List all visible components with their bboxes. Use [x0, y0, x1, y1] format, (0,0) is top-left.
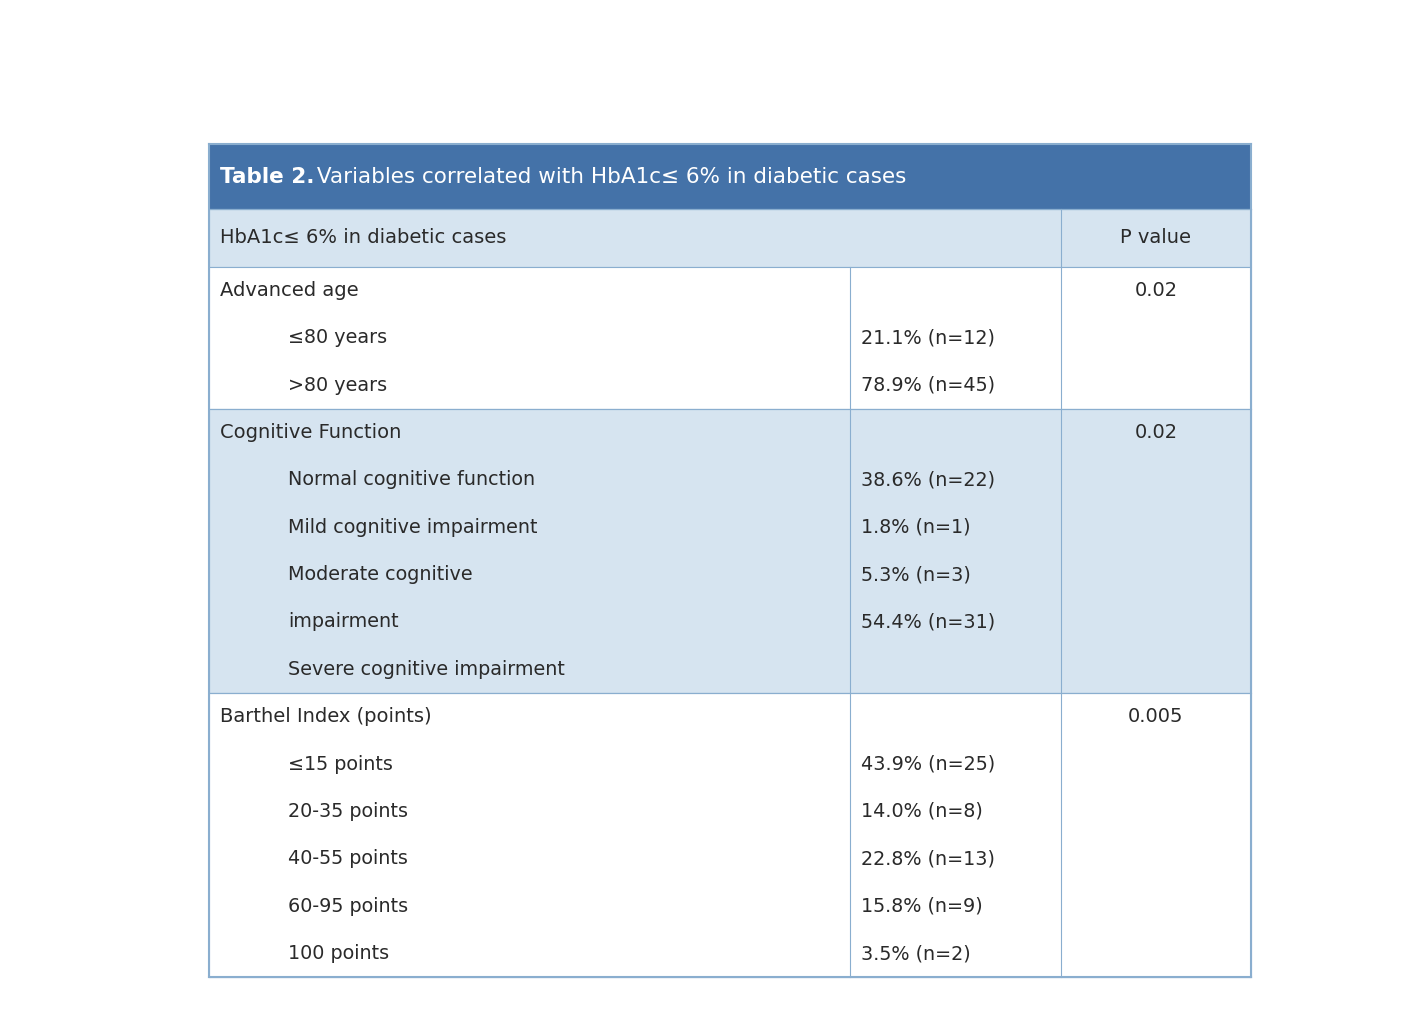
Text: 0.02: 0.02	[1135, 423, 1178, 442]
Text: Cognitive Function: Cognitive Function	[219, 423, 402, 442]
Text: 43.9% (n=25): 43.9% (n=25)	[860, 755, 995, 773]
Bar	[209, 267, 1250, 408]
Text: 5.3% (n=3): 5.3% (n=3)	[860, 565, 971, 584]
Text: >80 years: >80 years	[288, 375, 387, 395]
Text: 14.0% (n=8): 14.0% (n=8)	[860, 802, 983, 821]
Text: 100 points: 100 points	[288, 944, 390, 963]
Text: ≤15 points: ≤15 points	[288, 755, 393, 773]
Bar	[209, 209, 1250, 267]
Bar	[209, 693, 1250, 977]
Text: 21.1% (n=12): 21.1% (n=12)	[860, 328, 994, 347]
Text: Severe cognitive impairment: Severe cognitive impairment	[288, 660, 565, 678]
Text: Mild cognitive impairment: Mild cognitive impairment	[288, 518, 538, 537]
Bar	[209, 144, 1250, 209]
Text: 15.8% (n=9): 15.8% (n=9)	[860, 896, 983, 916]
Text: 40-55 points: 40-55 points	[288, 849, 409, 869]
Text: Moderate cognitive: Moderate cognitive	[288, 565, 473, 584]
Text: P value: P value	[1121, 229, 1192, 247]
Text: 0.02: 0.02	[1135, 281, 1178, 300]
Text: HbA1c≤ 6% in diabetic cases: HbA1c≤ 6% in diabetic cases	[219, 229, 507, 247]
Text: 60-95 points: 60-95 points	[288, 896, 409, 916]
Text: impairment: impairment	[288, 612, 399, 632]
Text: 20-35 points: 20-35 points	[288, 802, 409, 821]
Text: 78.9% (n=45): 78.9% (n=45)	[860, 375, 995, 395]
Text: 54.4% (n=31): 54.4% (n=31)	[860, 612, 995, 632]
Bar	[209, 408, 1250, 693]
Text: 1.8% (n=1): 1.8% (n=1)	[860, 518, 970, 537]
Text: 22.8% (n=13): 22.8% (n=13)	[860, 849, 994, 869]
Text: Normal cognitive function: Normal cognitive function	[288, 470, 535, 489]
Text: 3.5% (n=2): 3.5% (n=2)	[860, 944, 970, 963]
Text: ≤80 years: ≤80 years	[288, 328, 387, 347]
Text: 0.005: 0.005	[1128, 707, 1183, 726]
Text: 38.6% (n=22): 38.6% (n=22)	[860, 470, 995, 489]
Text: Barthel Index (points): Barthel Index (points)	[219, 707, 431, 726]
Text: Advanced age: Advanced age	[219, 281, 359, 300]
Text: Variables correlated with HbA1c≤ 6% in diabetic cases: Variables correlated with HbA1c≤ 6% in d…	[310, 166, 907, 186]
Text: Table 2.: Table 2.	[219, 166, 315, 186]
